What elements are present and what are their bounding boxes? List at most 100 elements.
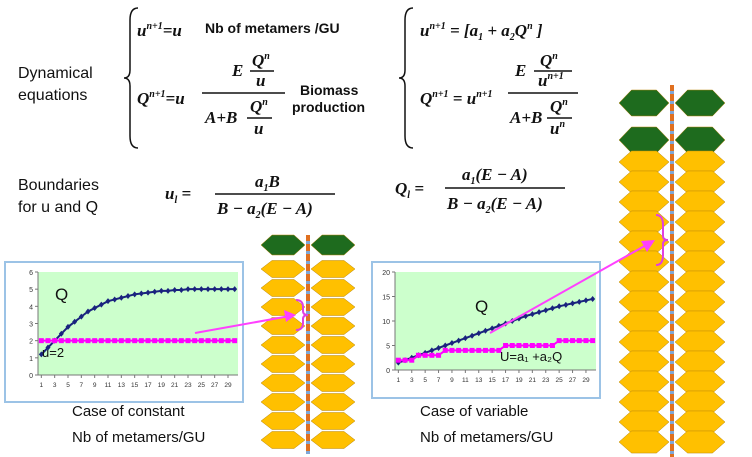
equation: B − a2(E − A) (446, 194, 543, 216)
stem-node (306, 261, 310, 264)
stem-node (306, 341, 310, 344)
marker (516, 343, 521, 348)
marker (226, 338, 231, 343)
leaf (311, 356, 355, 373)
leaf (675, 431, 725, 453)
stem-node (670, 191, 674, 194)
stem-node (670, 91, 674, 94)
stem-node (670, 101, 674, 104)
x-tick-label: 23 (542, 377, 550, 384)
x-tick-label: 15 (131, 382, 139, 389)
leaf (261, 394, 305, 411)
label: for u and Q (18, 199, 98, 216)
equation: Qn+1 = un+1 (420, 89, 492, 108)
stem-node (670, 251, 674, 254)
stem-node (670, 451, 674, 454)
equation: u (254, 119, 263, 138)
marker (577, 338, 582, 343)
stem-node (670, 411, 674, 414)
marker (112, 338, 117, 343)
stem-node (670, 341, 674, 344)
marker (443, 348, 448, 353)
brace (124, 8, 138, 148)
x-tick-label: 1 (397, 377, 401, 384)
equation: Qn (550, 97, 568, 116)
slide: Dynamical equations Boundaries for u and… (0, 0, 752, 457)
marker (523, 343, 528, 348)
leaf (311, 375, 355, 392)
marker (92, 338, 97, 343)
stem-node (670, 311, 674, 314)
stem-node (306, 361, 310, 364)
leaf-green (675, 90, 725, 116)
leaf (261, 413, 305, 430)
leaf (675, 331, 725, 353)
marker (409, 358, 414, 363)
leaf (311, 280, 355, 297)
stem-node (306, 371, 310, 374)
y-tick-label: 5 (29, 287, 33, 294)
x-tick-label: 7 (437, 377, 441, 384)
stem-node (670, 141, 674, 144)
leaf (311, 413, 355, 430)
leaf (311, 261, 355, 278)
marker (396, 358, 401, 363)
stem-node (670, 351, 674, 354)
marker (166, 338, 171, 343)
leaf (311, 394, 355, 411)
leaf (619, 151, 669, 173)
label: equations (18, 87, 87, 104)
equation: un+1=u (137, 21, 182, 40)
leaf (619, 411, 669, 433)
marker (86, 338, 91, 343)
marker (530, 343, 535, 348)
x-tick-label: 27 (211, 382, 219, 389)
stem-node (670, 371, 674, 374)
stem-node (306, 301, 310, 304)
stem-node (306, 411, 310, 414)
marker (483, 348, 488, 353)
leaf (675, 171, 725, 193)
x-tick-label: 21 (529, 377, 537, 384)
marker (66, 338, 71, 343)
marker (436, 353, 441, 358)
stem-node (670, 241, 674, 244)
marker (79, 338, 84, 343)
stem-node (670, 211, 674, 214)
stem-node (306, 281, 310, 284)
marker (39, 338, 44, 343)
x-tick-label: 19 (158, 382, 166, 389)
marker (570, 338, 575, 343)
leaf-green (311, 235, 355, 255)
marker (52, 338, 57, 343)
stem-node (670, 441, 674, 444)
stem-node (306, 331, 310, 334)
stem-node (306, 291, 310, 294)
equation: A+B (509, 108, 542, 127)
equation: un+1 (538, 71, 564, 90)
caption: Nb of metamers/GU (72, 429, 205, 446)
marker (192, 338, 197, 343)
leaf (261, 432, 305, 449)
x-tick-label: 5 (66, 382, 70, 389)
stem-node (670, 121, 674, 124)
leaf (675, 371, 725, 393)
stem-node (670, 401, 674, 404)
leaf (619, 431, 669, 453)
x-tick-label: 9 (93, 382, 97, 389)
stem-node (670, 171, 674, 174)
equation: a1B (255, 172, 280, 194)
equation: B − a2(E − A) (216, 199, 313, 221)
marker (463, 348, 468, 353)
marker (449, 348, 454, 353)
leaf (619, 331, 669, 353)
x-tick-label: 7 (80, 382, 84, 389)
x-tick-label: 25 (556, 377, 564, 384)
stem-node (306, 311, 310, 314)
stem-node (306, 321, 310, 324)
y-tick-label: 6 (29, 270, 33, 277)
stem-node (306, 431, 310, 434)
stem-node (670, 271, 674, 274)
stem-node (670, 261, 674, 264)
stem-node (306, 381, 310, 384)
